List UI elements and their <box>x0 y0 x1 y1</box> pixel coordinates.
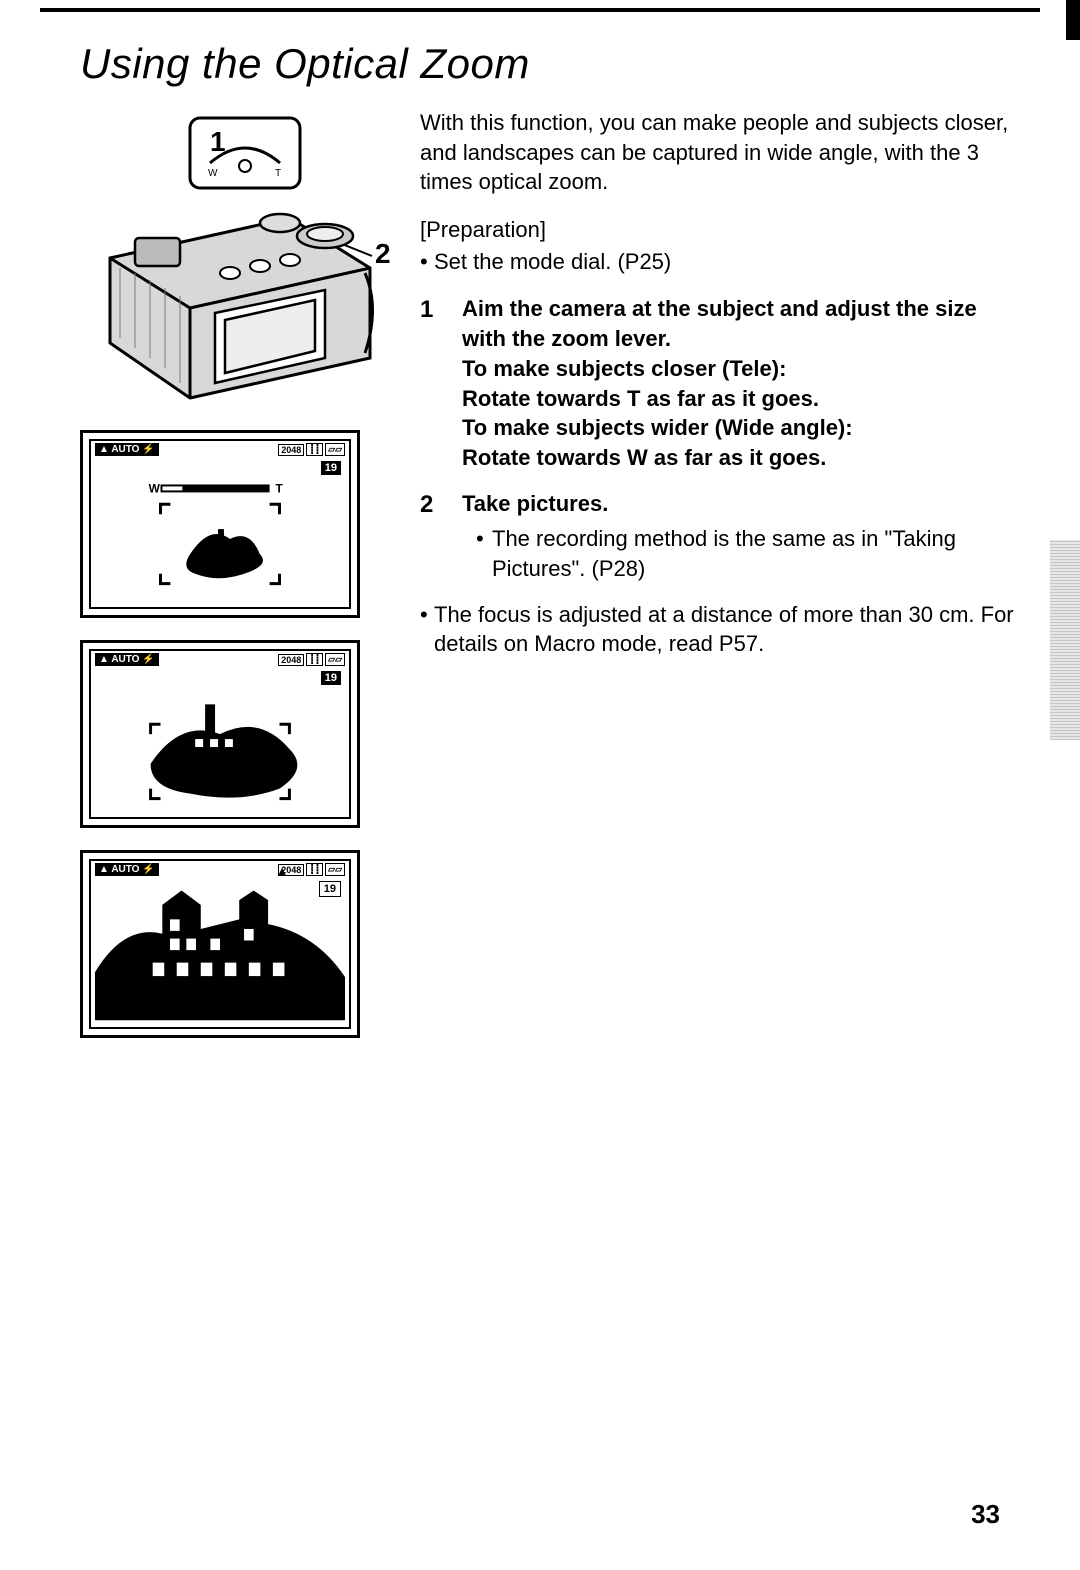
footnote: The focus is adjusted at a distance of m… <box>420 600 1020 659</box>
step-1: 1 Aim the camera at the subject and adju… <box>420 294 1020 472</box>
illustration-column: 1 2 W T <box>80 108 390 1038</box>
callout-2: 2 <box>375 238 391 270</box>
lcd-battery-icon: ▱▱ <box>325 443 345 456</box>
lcd-quality-icon: ┋┋ <box>306 443 323 456</box>
step-1-body: Aim the camera at the subject and adjust… <box>462 294 1020 472</box>
lcd-preview-wide: ▲ AUTO ⚡ 2048 ┋┋ ▱▱ 19 W T <box>80 430 360 618</box>
lcd-size-icon: 2048 <box>278 444 304 456</box>
step-1-line: To make subjects closer (Tele): <box>462 354 1020 384</box>
step-1-line: To make subjects wider (Wide angle): <box>462 413 1020 443</box>
camera-svg: W T <box>80 108 390 408</box>
lcd-scene-tele <box>95 883 345 1023</box>
lcd-tower-icon: ▲ <box>275 863 289 879</box>
step-1-line: Rotate towards W as far as it goes. <box>462 443 1020 473</box>
svg-text:T: T <box>276 481 284 495</box>
callout-1: 1 <box>210 126 226 158</box>
lcd-counter: 19 <box>321 461 341 475</box>
page-edge-notch <box>1066 0 1080 40</box>
preparation-label: [Preparation] <box>420 215 1020 245</box>
lcd-auto-badge: ▲ AUTO ⚡ <box>95 863 159 876</box>
step-2-bullet: The recording method is the same as in "… <box>462 524 1020 583</box>
step-1-line: Aim the camera at the subject and adjust… <box>462 294 1020 353</box>
svg-text:W: W <box>208 168 218 179</box>
lcd-counter: 19 <box>321 671 341 685</box>
step-1-line: Rotate towards T as far as it goes. <box>462 384 1020 414</box>
page-title: Using the Optical Zoom <box>80 40 1020 88</box>
svg-text:T: T <box>275 168 281 179</box>
intro-paragraph: With this function, you can make people … <box>420 108 1020 197</box>
content-columns: 1 2 W T <box>80 108 1020 1038</box>
step-2-body: Take pictures. The recording method is t… <box>462 489 1020 584</box>
step-2: 2 Take pictures. The recording method is… <box>420 489 1020 584</box>
lcd-scene-wide: W T <box>101 481 339 597</box>
lcd-preview-tele: ▲ AUTO ⚡ 2048 ┋┋ ▱▱ ▲ 19 <box>80 850 360 1038</box>
lcd-status-icons: 2048 ┋┋ ▱▱ <box>278 443 345 456</box>
preparation-item: Set the mode dial. (P25) <box>420 247 1020 277</box>
text-column: With this function, you can make people … <box>420 108 1020 1038</box>
lcd-auto-badge: ▲ AUTO ⚡ <box>95 443 159 456</box>
lcd-auto-badge: ▲ AUTO ⚡ <box>95 653 159 666</box>
camera-diagram: 1 2 W T <box>80 108 390 408</box>
page-number: 33 <box>971 1499 1000 1530</box>
thumb-index-tab <box>1050 540 1080 740</box>
top-rule <box>40 8 1040 12</box>
lcd-scene-mid <box>101 691 339 807</box>
step-number: 1 <box>420 294 442 472</box>
step-number: 2 <box>420 489 442 584</box>
svg-text:W: W <box>149 481 161 495</box>
lcd-status-icons: 2048 ┋┋ ▱▱ <box>278 653 345 666</box>
lcd-preview-mid: ▲ AUTO ⚡ 2048 ┋┋ ▱▱ 19 <box>80 640 360 828</box>
step-2-heading: Take pictures. <box>462 489 1020 519</box>
